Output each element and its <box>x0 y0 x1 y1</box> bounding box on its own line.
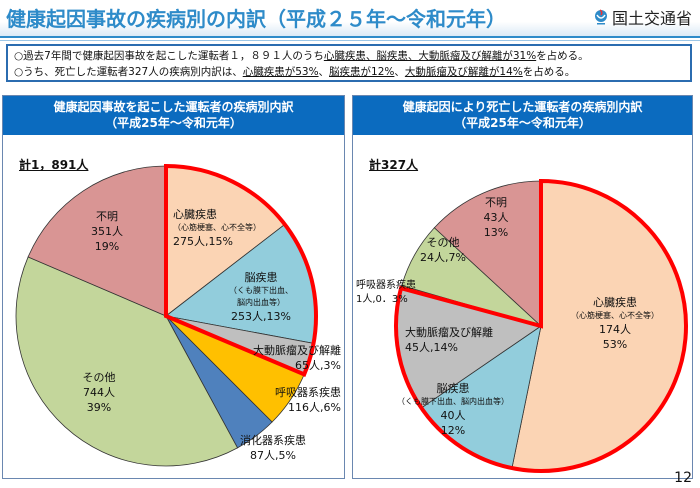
highlight-outline <box>164 163 318 377</box>
slice-label-line: 13% <box>484 226 508 239</box>
slice-label-line: 不明 <box>485 196 507 209</box>
summary-highlight: 脳疾患が12% <box>329 66 395 78</box>
slice-label-line: 大動脈瘤及び解離 <box>405 325 493 339</box>
slice-label-line: その他 <box>427 236 460 249</box>
slice-label-line: 呼吸器系疾患 <box>275 385 341 399</box>
slice-label-line: 39% <box>87 401 111 414</box>
slice-label-1-2: 大動脈瘤及び解離 45人,14% <box>405 325 493 354</box>
slice-label-0-6: 不明 351人 19% <box>91 210 123 253</box>
slice-label-0-4: 消化器系疾患 87人,5% <box>240 433 306 462</box>
slice-label-line: 65人,3% <box>295 359 341 372</box>
slice-label-line: 心臓疾患 <box>593 295 637 309</box>
pie-slice-1-5 <box>433 180 542 327</box>
accident-chart-panel: 健康起因事故を起こした運転者の疾病別内訳 （平成25年～令和元年） 計1，891… <box>2 95 345 479</box>
summary-line-2: ○うち、死亡した運転者327人の疾病別内訳は、心臓疾患が53%、脳疾患が12%、… <box>14 64 684 80</box>
chart-subtitle: （平成25年～令和元年） <box>105 116 242 130</box>
slice-label-line: 744人 <box>83 386 115 399</box>
header-bar: 健康起因事故の疾病別の内訳（平成２５年～令和元年） 国土交通省 <box>0 0 700 36</box>
summary-line-1: ○過去7年間で健康起因事故を起こした運転者１，８９１人のうち心臓疾患、脳疾患、大… <box>14 48 684 64</box>
logo-text: 国土交通省 <box>611 9 692 28</box>
slice-label-line: 275人,15% <box>173 235 233 248</box>
mlit-logo-icon <box>594 9 607 25</box>
slice-label-line: 脳内出血等） <box>237 297 285 307</box>
slice-label-line: 24人,7% <box>420 251 466 264</box>
slice-label-line: 43人 <box>484 211 509 224</box>
slice-label-line: 253人,13% <box>231 310 291 323</box>
summary-highlight: 心臓疾患が53% <box>242 66 319 78</box>
chart-subtitle: （平成25年～令和元年） <box>454 116 591 130</box>
chart-title: 健康起因事故を起こした運転者の疾病別内訳 <box>53 100 294 114</box>
slice-label-line: （心筋梗塞、心不全等） <box>571 310 659 320</box>
summary-highlight: 心臓疾患、脳疾患、大動脈瘤及び解離が31% <box>323 50 537 62</box>
accident-pie-chart: 心臓疾患（心筋梗塞、心不全等） 275人,15% 脳疾患（くも膜下出血、脳内出血等）… <box>15 163 341 467</box>
chart-title: 健康起因により死亡した運転者の疾病別内訳 <box>402 100 643 114</box>
panel-header: 健康起因事故を起こした運転者の疾病別内訳 （平成25年～令和元年） <box>3 96 344 135</box>
summary-text: 、 <box>394 66 405 78</box>
slice-label-line: 351人 <box>91 225 123 238</box>
slice-label-line: 19% <box>95 240 119 253</box>
slice-label-0-5: その他 744人 39% <box>83 371 116 414</box>
panel-header: 健康起因により死亡した運転者の疾病別内訳 （平成25年～令和元年） <box>353 96 692 135</box>
slice-label-0-2: 大動脈瘤及び解離 65人,3% <box>253 343 341 372</box>
slice-label-line: 174人 <box>599 323 631 336</box>
slice-label-line: 不明 <box>96 210 118 223</box>
slice-label-1-5: 不明 43人 13% <box>484 196 509 239</box>
slice-label-line: 1人,0．3% <box>356 293 408 305</box>
page-title: 健康起因事故の疾病別の内訳（平成２５年～令和元年） <box>6 7 506 31</box>
slice-label-line: 40人 <box>441 409 466 422</box>
slice-label-1-3: 呼吸器系疾患 1人,0．3% <box>356 278 416 305</box>
header-rule-thin <box>0 40 700 41</box>
death-pie-chart: 心臓疾患（心筋梗塞、心不全等） 174人 53% 脳疾患（くも膜下出血、脳内出血等） 4… <box>356 178 688 473</box>
slice-label-line: 45人,14% <box>405 341 458 354</box>
slice-label-1-0: 心臓疾患（心筋梗塞、心不全等） 174人 53% <box>571 295 659 351</box>
death-chart-panel: 健康起因により死亡した運転者の疾病別内訳 （平成25年～令和元年） 計327人 … <box>352 95 693 479</box>
pie-slice-0-5 <box>15 256 239 467</box>
summary-box: ○過去7年間で健康起因事故を起こした運転者１，８９１人のうち心臓疾患、脳疾患、大… <box>6 44 692 82</box>
slice-label-1-1: 脳疾患（くも膜下出血、脳内出血等） 40人 12% <box>397 381 509 437</box>
slice-label-0-0: 心臓疾患（心筋梗塞、心不全等） 275人,15% <box>173 207 261 248</box>
page-number: 12 <box>674 470 692 486</box>
slice-label-line: （くも膜下出血、 <box>229 285 293 295</box>
slice-label-line: 呼吸器系疾患 <box>356 278 416 291</box>
slice-label-line: 消化器系疾患 <box>240 433 306 447</box>
slice-label-line: 脳疾患 <box>245 270 278 284</box>
slice-label-line: （くも膜下出血、脳内出血等） <box>397 396 509 406</box>
highlight-outline <box>394 178 688 473</box>
total-label: 計327人 <box>369 158 419 172</box>
summary-text: 、 <box>318 66 330 78</box>
slice-label-line: 心臓疾患 <box>173 207 217 221</box>
total-label: 計1，891人 <box>19 158 89 172</box>
slice-label-0-1: 脳疾患（くも膜下出血、脳内出血等） 253人,13% <box>229 270 293 323</box>
slice-label-line: 53% <box>603 338 627 351</box>
slice-label-line: 116人,6% <box>288 401 341 414</box>
header-rule <box>0 36 700 38</box>
summary-text: ○過去7年間で健康起因事故を起こした運転者１，８９１人のうち <box>14 50 324 62</box>
slice-label-line: 12% <box>441 424 465 437</box>
summary-highlight: 大動脈瘤及び解離が14% <box>404 66 523 78</box>
slice-label-line: 大動脈瘤及び解離 <box>253 343 341 357</box>
slice-label-line: 脳疾患 <box>437 381 470 395</box>
slice-label-0-3: 呼吸器系疾患 116人,6% <box>275 385 341 414</box>
slice-label-line: その他 <box>83 371 116 384</box>
mlit-logo: 国土交通省 <box>594 5 692 29</box>
summary-text: を占める。 <box>536 50 589 62</box>
slice-label-1-4: その他 24人,7% <box>420 236 466 264</box>
pie-slice-0-6 <box>27 165 167 317</box>
summary-text: を占める。 <box>522 66 576 78</box>
slice-label-line: 87人,5% <box>250 449 296 462</box>
slice-label-line: （心筋梗塞、心不全等） <box>173 222 261 232</box>
summary-text: ○うち、死亡した運転者327人の疾病別内訳は、 <box>14 66 243 78</box>
